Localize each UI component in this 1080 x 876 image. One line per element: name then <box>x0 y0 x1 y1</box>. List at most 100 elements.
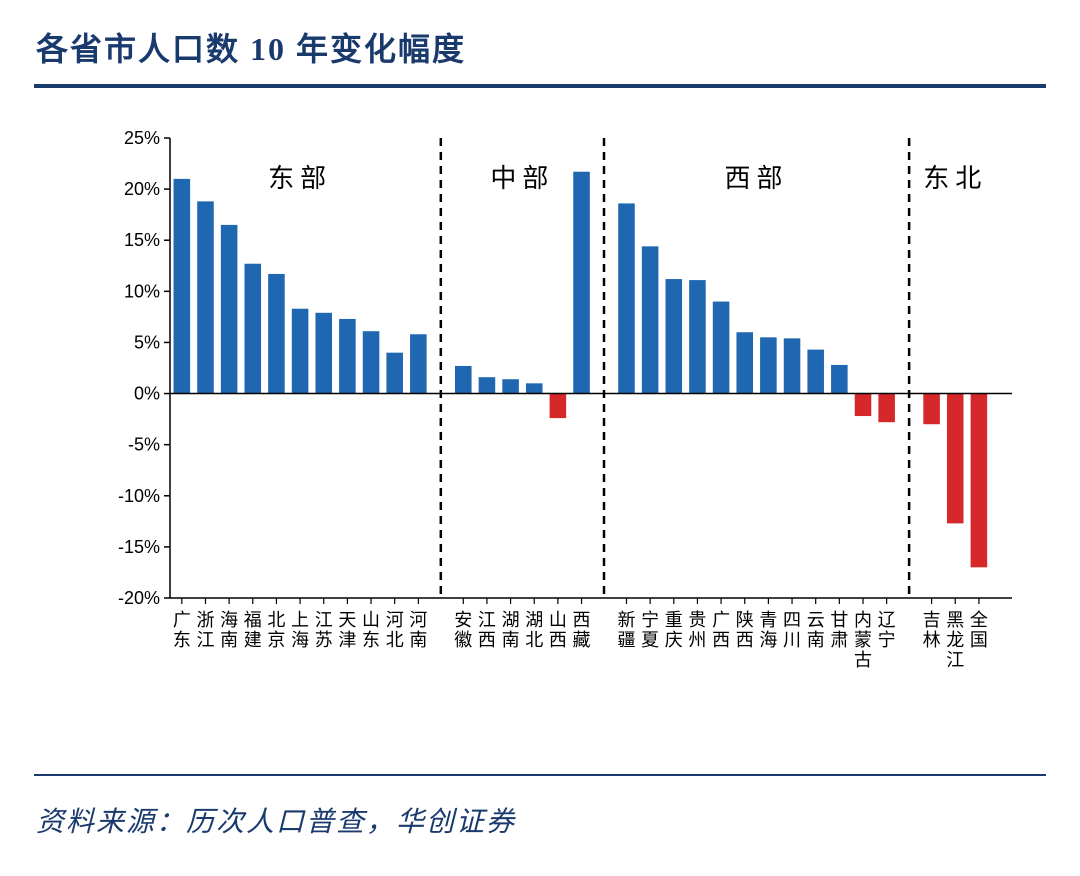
x-axis-label-char: 吉 <box>923 610 941 630</box>
bar <box>831 365 848 394</box>
x-axis-label-char: 河 <box>409 610 427 630</box>
x-axis-label-char: 东 <box>362 630 380 650</box>
x-axis-label-char: 山 <box>362 610 380 630</box>
page-root: 各省市人口数 10 年变化幅度 -20%-15%-10%-5%0%5%10%15… <box>0 0 1080 876</box>
x-axis-label-char: 山 <box>549 610 567 630</box>
x-axis-label-char: 津 <box>338 630 356 650</box>
bar <box>855 394 872 416</box>
bar <box>197 201 214 393</box>
bar <box>526 383 543 393</box>
x-axis-label-char: 徽 <box>454 630 472 650</box>
x-axis-label-char: 北 <box>386 630 404 650</box>
region-label: 西部 <box>725 164 789 193</box>
bar <box>386 353 403 394</box>
x-axis-label-char: 上 <box>291 610 309 630</box>
x-axis-label-char: 南 <box>220 630 238 650</box>
bar <box>245 264 262 394</box>
x-axis-label-char: 全 <box>970 610 988 630</box>
svg-text:-15%: -15% <box>118 537 160 557</box>
svg-text:15%: 15% <box>124 230 160 250</box>
bar <box>807 350 824 394</box>
chart-title: 各省市人口数 10 年变化幅度 <box>36 24 1046 70</box>
bar <box>618 203 635 393</box>
bar <box>339 319 356 394</box>
region-label: 东北 <box>923 164 987 193</box>
x-axis-label-char: 西 <box>573 610 591 630</box>
bar <box>221 225 238 394</box>
x-axis-label-char: 宁 <box>641 610 659 630</box>
x-axis-label-char: 内 <box>854 610 872 630</box>
x-axis-label-char: 宁 <box>878 630 896 650</box>
divider-top <box>34 84 1046 88</box>
bar <box>268 274 285 394</box>
bar <box>971 394 988 568</box>
bar <box>878 394 895 423</box>
x-axis-label-char: 疆 <box>617 630 635 650</box>
bar <box>363 331 380 393</box>
x-axis-label-char: 陕 <box>736 610 754 630</box>
x-axis-label-char: 河 <box>386 610 404 630</box>
x-axis-label-char: 江 <box>196 630 214 650</box>
x-axis-label-char: 林 <box>923 630 941 650</box>
bar <box>784 338 801 393</box>
svg-text:5%: 5% <box>134 332 160 352</box>
bar <box>642 246 659 393</box>
x-axis-label-char: 海 <box>759 630 777 650</box>
bar <box>947 394 964 524</box>
x-axis-label-char: 四 <box>783 610 801 630</box>
x-axis-label-char: 湖 <box>502 610 520 630</box>
x-axis-label-char: 福 <box>244 610 262 630</box>
x-axis-label-char: 古 <box>854 650 872 670</box>
bar <box>736 332 753 393</box>
chart-container: -20%-15%-10%-5%0%5%10%15%20%25%广东浙江海南福建北… <box>60 128 1020 748</box>
bar <box>666 279 683 393</box>
svg-text:-10%: -10% <box>118 486 160 506</box>
x-axis-label-char: 天 <box>338 610 356 630</box>
divider-bottom <box>34 774 1046 776</box>
x-axis-label-char: 川 <box>783 630 801 650</box>
x-axis-label-char: 北 <box>525 630 543 650</box>
bar-chart: -20%-15%-10%-5%0%5%10%15%20%25%广东浙江海南福建北… <box>60 128 1020 748</box>
bar <box>713 302 730 394</box>
x-axis-label-char: 庆 <box>665 630 683 650</box>
bar <box>455 366 472 394</box>
region-label: 中部 <box>490 164 554 193</box>
x-axis-label-char: 江 <box>478 610 496 630</box>
bar <box>502 379 519 393</box>
x-axis-label-char: 南 <box>807 630 825 650</box>
x-axis-label-char: 甘 <box>830 610 848 630</box>
x-axis-label-char: 浙 <box>196 610 214 630</box>
bar <box>410 334 427 393</box>
bar <box>573 172 590 394</box>
x-axis-label-char: 西 <box>712 630 730 650</box>
x-axis-label-char: 重 <box>665 610 683 630</box>
x-axis-label-char: 龙 <box>946 630 964 650</box>
source-text: 资料来源：历次人口普查，华创证券 <box>36 800 1046 840</box>
svg-text:20%: 20% <box>124 179 160 199</box>
x-axis-label-char: 广 <box>173 610 191 630</box>
x-axis-label-char: 藏 <box>573 630 591 650</box>
svg-text:-5%: -5% <box>128 435 160 455</box>
bar <box>689 280 706 393</box>
x-axis-label-char: 州 <box>688 630 706 650</box>
x-axis-label-char: 湖 <box>525 610 543 630</box>
x-axis-label-char: 新 <box>617 610 635 630</box>
x-axis-label-char: 苏 <box>315 630 333 650</box>
x-axis-label-char: 肃 <box>830 630 848 650</box>
x-axis-label-char: 西 <box>478 630 496 650</box>
x-axis-label-char: 南 <box>502 630 520 650</box>
x-axis-label-char: 国 <box>970 630 988 650</box>
bar <box>479 377 496 393</box>
x-axis-label-char: 贵 <box>688 610 706 630</box>
x-axis-label-char: 夏 <box>641 630 659 650</box>
region-label: 东部 <box>268 164 332 193</box>
x-axis-label-char: 青 <box>759 610 777 630</box>
x-axis-label-char: 蒙 <box>854 630 872 650</box>
svg-text:10%: 10% <box>124 281 160 301</box>
bar <box>760 337 777 393</box>
x-axis-label-char: 安 <box>454 610 472 630</box>
x-axis-label-char: 海 <box>220 610 238 630</box>
svg-text:0%: 0% <box>134 384 160 404</box>
x-axis-label-char: 京 <box>267 630 285 650</box>
x-axis-label-char: 江 <box>946 650 964 670</box>
